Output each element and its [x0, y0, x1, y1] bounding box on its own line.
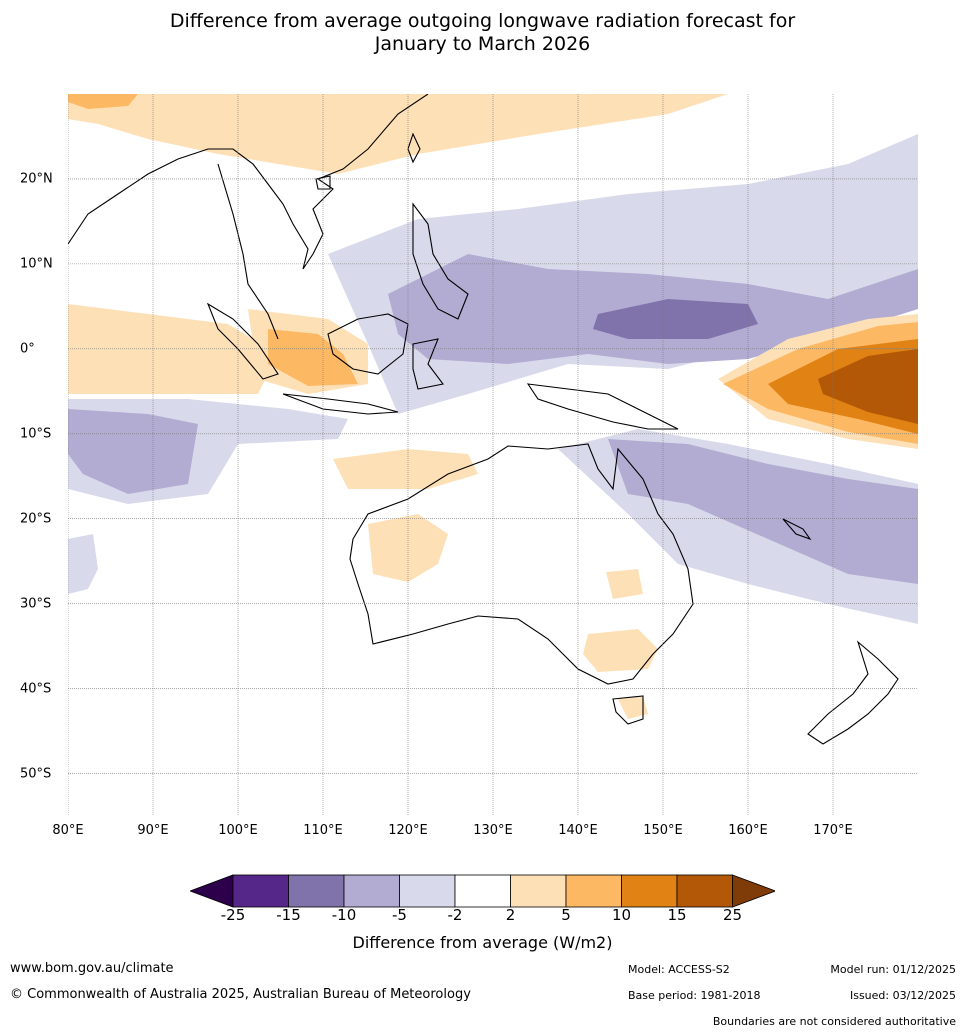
coastlines	[68, 94, 899, 745]
colorbar-tick-label: -10	[331, 906, 357, 924]
coast-sumatra	[206, 302, 279, 380]
anomaly-eq-pacific-plus15	[818, 349, 918, 424]
coast-new-zealand	[807, 640, 899, 745]
colorbar-tick-label: -5	[392, 906, 407, 924]
anomaly-asia-positive	[68, 94, 728, 174]
anomaly-fields	[68, 94, 918, 719]
colorbar-tick-label: 2	[505, 906, 516, 924]
colorbar-swatch	[454, 874, 511, 908]
lat-tick-label: 20°S	[20, 511, 52, 527]
lon-tick-label: 100°E	[218, 823, 258, 838]
colorbar-swatch	[565, 874, 622, 908]
lat-tick-label: 20°N	[20, 171, 53, 187]
colorbar-tick-label: 15	[667, 906, 687, 924]
anomaly-indian-negative-mod	[68, 409, 198, 494]
lon-tick-label: 170°E	[813, 823, 853, 838]
lat-tick-label: 10°N	[20, 256, 53, 272]
colorbar-tick-label: 10	[611, 906, 632, 924]
coast-taiwan	[407, 132, 421, 164]
footer-model: Model: ACCESS-S2	[628, 963, 730, 976]
colorbar-swatch	[288, 874, 345, 908]
coast-philippines	[412, 202, 469, 320]
anomaly-coral-sea-mod	[608, 439, 918, 584]
colorbar-swatch	[676, 874, 733, 908]
anomaly-tas-positive	[618, 697, 648, 719]
footer-issued: Issued: 03/12/2025	[849, 989, 956, 1002]
coast-australia	[349, 443, 694, 685]
lon-tick-label: 110°E	[303, 823, 343, 838]
footer-base-period: Base period: 1981-2018	[628, 989, 761, 1002]
lat-tick-label: 40°S	[20, 681, 52, 697]
footer-model-run: Model run: 01/12/2025	[830, 963, 956, 976]
gridlines	[68, 94, 918, 816]
lon-tick-label: 90°E	[137, 823, 169, 838]
coast-borneo	[327, 313, 409, 375]
lat-tick-label: 50°S	[20, 766, 52, 782]
coast-hainan	[315, 175, 331, 190]
coast-malay	[217, 163, 279, 340]
map-panel	[68, 94, 918, 816]
colorbar-tick-label: -2	[447, 906, 463, 924]
anomaly-indian-positive	[68, 304, 278, 394]
colorbar-tick-label: -15	[276, 906, 301, 924]
anomaly-sa-positive	[583, 629, 658, 672]
colorbar-swatch	[510, 874, 567, 908]
anomaly-sumatra-plus5	[268, 329, 358, 386]
colorbar-tick-label: 25	[722, 906, 743, 924]
lat-tick-label: 30°S	[20, 596, 52, 612]
coast-tasmania	[612, 695, 644, 725]
colorbar	[190, 874, 775, 908]
colorbar-swatch	[621, 874, 678, 908]
colorbar-title: Difference from average (W/m2)	[352, 933, 613, 952]
footer-copyright: © Commonwealth of Australia 2025, Austra…	[10, 987, 471, 1002]
colorbar-swatch	[232, 874, 289, 908]
colorbar-tick-label: 5	[561, 906, 571, 924]
anomaly-ql-positive	[606, 569, 643, 599]
anomaly-asia-plus5	[68, 94, 138, 109]
colorbar-swatch	[343, 874, 400, 908]
coast-asia	[68, 94, 429, 270]
lon-tick-label: 120°E	[388, 823, 428, 838]
chart-title: Difference from average outgoing longwav…	[0, 10, 965, 56]
anomaly-nw-aus-positive	[333, 449, 478, 489]
colorbar-tick-label: -25	[220, 906, 246, 924]
colorbar-swatch	[399, 874, 456, 908]
lat-tick-label: 0°	[20, 341, 35, 357]
title-line-1: Difference from average outgoing longwav…	[169, 10, 796, 32]
title-line-2: January to March 2026	[374, 33, 591, 55]
lon-tick-label: 140°E	[558, 823, 598, 838]
colorbar-arrow-high	[732, 874, 775, 908]
lon-tick-label: 80°E	[52, 823, 84, 838]
footer-website: www.bom.gov.au/climate	[10, 961, 174, 976]
lon-tick-label: 160°E	[728, 823, 768, 838]
footer-disclaimer: Boundaries are not considered authoritat…	[712, 1015, 956, 1028]
lon-tick-label: 130°E	[473, 823, 513, 838]
coast-new-caledonia	[782, 518, 812, 541]
anomaly-sw-indian-negative	[68, 534, 98, 594]
lat-tick-label: 10°S	[20, 426, 52, 442]
lon-tick-label: 150°E	[643, 823, 683, 838]
colorbar-arrow-low	[190, 874, 234, 908]
coast-sulawesi	[412, 338, 444, 390]
anomaly-pacific-neg-strong	[593, 299, 758, 339]
